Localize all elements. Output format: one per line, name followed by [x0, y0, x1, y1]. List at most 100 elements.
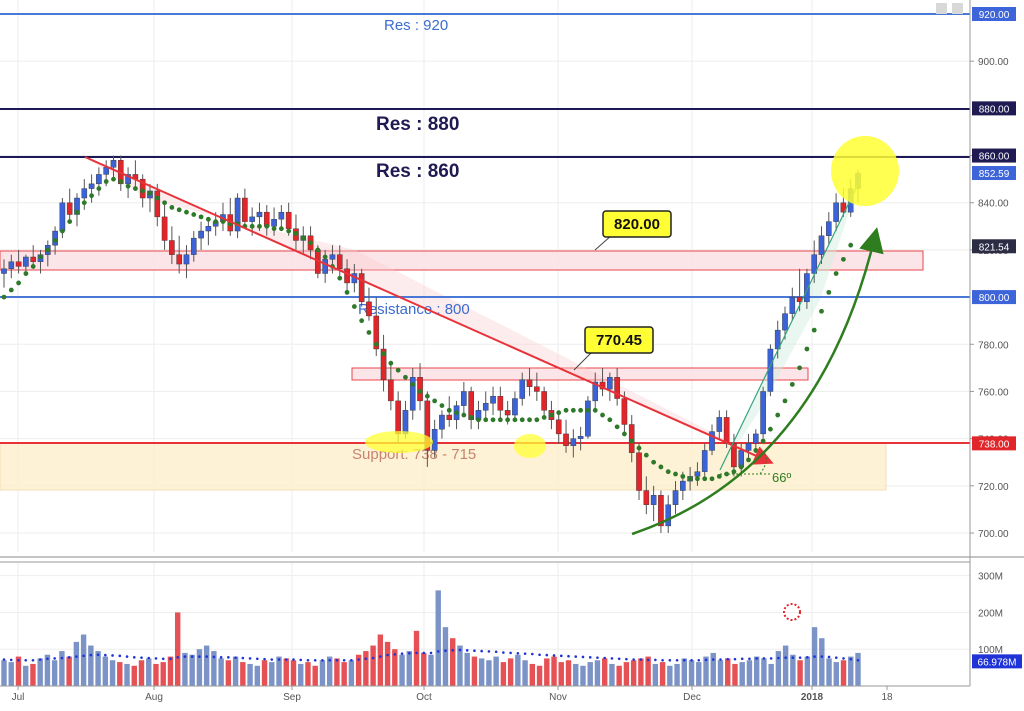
- sar-dot: [271, 226, 277, 232]
- volume-ma-dot: [458, 648, 462, 652]
- volume-ma-dot: [31, 658, 35, 662]
- sar-dot: [89, 193, 94, 199]
- sar-dot: [30, 264, 36, 269]
- volume-ma-dot: [791, 656, 795, 659]
- volume-bar: [30, 663, 36, 686]
- zoom-icon[interactable]: [936, 3, 947, 14]
- sar-dot: [8, 287, 14, 293]
- sar-dot: [497, 417, 503, 423]
- sar-dot: [811, 327, 817, 333]
- volume-ma-dot: [559, 654, 563, 658]
- volume-ma-dot: [769, 657, 773, 660]
- volume-bar: [392, 649, 398, 686]
- candle: [1, 259, 7, 288]
- volume-ma-dot: [67, 656, 71, 659]
- candle: [519, 372, 526, 406]
- sar-dot: [724, 471, 730, 477]
- sar-dot: [738, 464, 744, 470]
- volume-ma-dot: [639, 658, 643, 661]
- volume-ma-dot: [161, 657, 165, 661]
- volume-bar: [753, 656, 760, 686]
- sar-dot: [162, 200, 167, 206]
- volume-ma-dot: [755, 657, 758, 660]
- candle: [81, 179, 88, 210]
- sar-dot: [709, 476, 715, 482]
- volume-bar: [746, 660, 753, 686]
- callout-820-label: 820.00: [614, 216, 660, 233]
- candle: [8, 254, 15, 279]
- volume-ma-dot: [690, 658, 693, 662]
- sar-dot: [775, 412, 781, 418]
- sar-dot: [746, 457, 751, 463]
- candle: [88, 174, 95, 203]
- candle: [607, 372, 613, 401]
- volume-bar: [782, 645, 789, 686]
- volume-ma-dot: [335, 658, 339, 662]
- sar-dot: [191, 212, 197, 217]
- candle: [490, 386, 496, 416]
- volume-ma-dot: [386, 653, 389, 657]
- volume-ma-dot: [227, 656, 230, 659]
- svg-text:800.00: 800.00: [979, 293, 1010, 304]
- sar-dot: [96, 186, 102, 191]
- volume-ma-dot: [777, 656, 780, 660]
- volume-bar: [739, 662, 745, 686]
- volume-ma-dot: [407, 651, 411, 655]
- volume-ma-dot: [429, 651, 433, 655]
- svg-text:852.59: 852.59: [979, 169, 1010, 180]
- volume-ma-dot: [2, 658, 6, 661]
- sar-dot: [454, 410, 459, 416]
- sar-dot: [643, 452, 649, 458]
- settings-icon[interactable]: [952, 3, 963, 14]
- volume-ma-dot: [813, 655, 816, 658]
- volume-bar: [797, 660, 803, 686]
- sar-dot: [483, 417, 489, 423]
- callout-820-box: [602, 210, 672, 238]
- candle: [198, 221, 204, 250]
- volume-bar: [334, 658, 340, 686]
- volume-bar: [840, 660, 847, 686]
- volume-ma-dot: [697, 658, 701, 662]
- volume-ma-dot: [256, 657, 259, 661]
- sar-dot: [622, 431, 627, 437]
- volume-bar: [348, 660, 355, 686]
- volume-bar: [565, 660, 572, 686]
- volume-ma-dot: [234, 656, 237, 659]
- sar-dot: [716, 473, 722, 479]
- parabolic-sar-series: [1, 176, 854, 482]
- candle: [541, 386, 547, 416]
- sar-dot: [629, 438, 635, 444]
- volume-bar: [471, 656, 478, 686]
- candle: [526, 367, 533, 397]
- candle: [665, 495, 672, 533]
- candle: [716, 410, 723, 439]
- volume-ma-dot: [675, 658, 679, 662]
- sar-dot: [534, 417, 540, 423]
- volume-bar: [174, 612, 181, 686]
- volume-ma-dot: [379, 655, 382, 658]
- candle: [833, 193, 839, 232]
- volume-ma-dot: [436, 650, 440, 653]
- candle: [96, 167, 102, 196]
- volume-ma-dot: [60, 656, 64, 660]
- volume-bar: [638, 658, 644, 686]
- volume-bar: [609, 663, 615, 686]
- volume-bar: [102, 656, 109, 686]
- resistance-zone-770: [351, 367, 809, 381]
- volume-bar: [196, 649, 203, 686]
- support-ellipse-1: [365, 431, 433, 453]
- sar-dot: [651, 459, 657, 465]
- volume-spike-marker: [783, 603, 801, 621]
- volume-ma-dot: [726, 657, 730, 661]
- volume-ma-dot: [748, 657, 751, 661]
- volume-ma-dot: [212, 655, 216, 659]
- x-tick-label: Dec: [683, 692, 701, 703]
- volume-bar: [51, 660, 58, 686]
- sar-dot: [249, 223, 255, 229]
- volume-bar: [298, 663, 304, 686]
- volume-bar: [630, 660, 637, 686]
- sar-dot: [111, 176, 116, 182]
- volume-bar: [276, 656, 282, 686]
- volume-bar: [232, 656, 239, 686]
